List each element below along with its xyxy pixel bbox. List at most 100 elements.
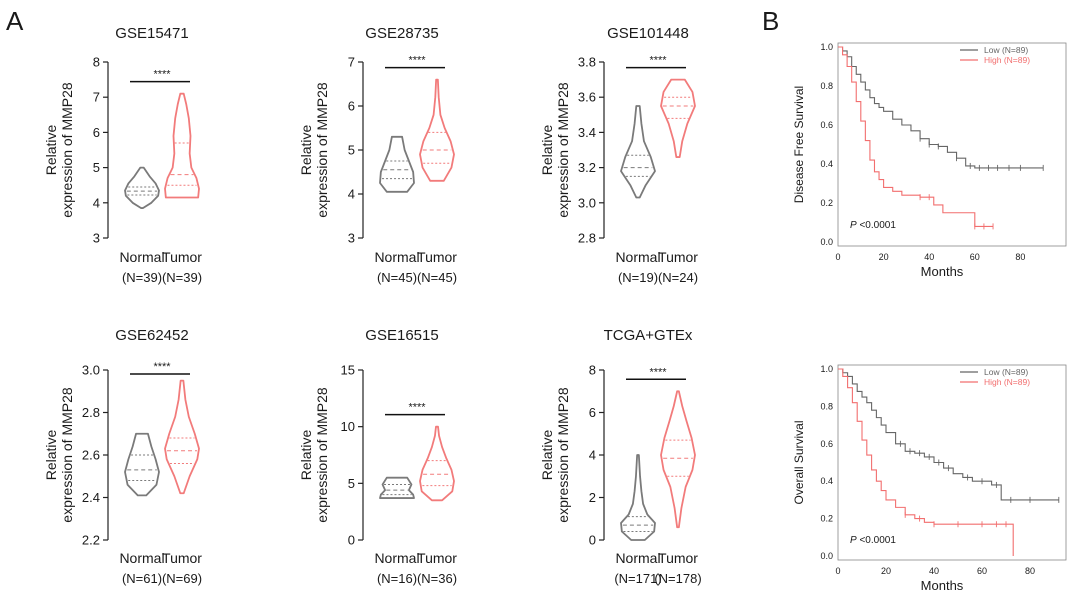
y-axis-label-line2: expression of MMP28 bbox=[59, 82, 75, 218]
x-tick-label: 60 bbox=[977, 566, 987, 576]
x-category-label: Tumor bbox=[658, 249, 698, 265]
km-curve-low bbox=[838, 368, 1059, 501]
y-tick-label: 4 bbox=[348, 187, 355, 202]
y-tick-label: 0.6 bbox=[820, 439, 833, 449]
x-category-label: Tumor bbox=[162, 550, 202, 566]
x-tick-label: 20 bbox=[879, 252, 889, 262]
violin-normal bbox=[379, 135, 415, 193]
x-category-label: Tumor bbox=[162, 249, 202, 265]
y-axis-label-line2: expression of MMP28 bbox=[555, 82, 571, 218]
x-category-label: Normal bbox=[374, 249, 419, 265]
p-value-annotation: P <0.0001 bbox=[850, 535, 896, 546]
y-tick-label: 3.6 bbox=[578, 90, 596, 105]
violin-chart-4: GSE62452 2.2 2.4 2.6 2.8 3.0 Relative expressio… bbox=[43, 327, 202, 586]
chart-title: TCGA+GTEx bbox=[604, 327, 693, 344]
violin-normal bbox=[379, 476, 415, 499]
x-category-n-label: (N=69) bbox=[162, 571, 202, 586]
y-tick-label: 0.8 bbox=[820, 401, 833, 411]
significance-stars: **** bbox=[408, 402, 426, 414]
p-value-text: <0.0001 bbox=[857, 220, 897, 231]
legend-label: High (N=89) bbox=[984, 377, 1030, 387]
y-tick-label: 0.0 bbox=[820, 237, 833, 247]
y-tick-label: 0 bbox=[589, 533, 596, 548]
y-tick-label: 3 bbox=[93, 231, 100, 246]
y-tick-label: 1.0 bbox=[820, 42, 833, 52]
x-tick-label: 40 bbox=[924, 252, 934, 262]
violin-chart-6: TCGA+GTEx 0 2 4 6 8 Relative expression of MMP2… bbox=[539, 327, 702, 586]
y-axis-label-line2: expression of MMP28 bbox=[555, 387, 571, 523]
y-tick-label: 8 bbox=[589, 363, 596, 378]
x-category-n-label: (N=45) bbox=[377, 270, 417, 285]
violin-tumor bbox=[164, 92, 200, 199]
x-category-label: Tumor bbox=[417, 550, 457, 566]
panel-label-b: B bbox=[762, 6, 780, 36]
y-tick-label: 7 bbox=[348, 55, 355, 70]
y-tick-label: 3 bbox=[348, 231, 355, 246]
y-tick-label: 3.0 bbox=[578, 195, 596, 210]
x-category-n-label: (N=39) bbox=[162, 270, 202, 285]
legend-label: High (N=89) bbox=[984, 55, 1030, 65]
chart-title: GSE16515 bbox=[365, 327, 438, 344]
y-tick-label: 5 bbox=[348, 476, 355, 491]
significance-stars: **** bbox=[649, 55, 667, 67]
km-curve-high bbox=[838, 46, 994, 227]
y-tick-label: 0 bbox=[348, 533, 355, 548]
p-value-symbol: P bbox=[850, 220, 857, 231]
violin-tumor bbox=[660, 78, 696, 158]
y-axis-label-line2: expression of MMP28 bbox=[59, 387, 75, 523]
chart-title: GSE62452 bbox=[115, 327, 188, 344]
y-tick-label: 3.4 bbox=[578, 125, 596, 140]
y-axis-label-line1: Relative bbox=[539, 125, 555, 176]
violin-normal bbox=[620, 105, 656, 199]
y-tick-label: 4 bbox=[589, 448, 596, 463]
y-tick-label: 0.2 bbox=[820, 514, 833, 524]
p-value-text: <0.0001 bbox=[857, 535, 897, 546]
y-tick-label: 7 bbox=[93, 90, 100, 105]
y-tick-label: 4 bbox=[93, 195, 100, 210]
km-os-chart: 0.0 0.2 0.4 0.6 0.8 1.0 0 20 40 60 80 Months Overall… bbox=[792, 364, 1067, 593]
km-curve-low bbox=[838, 46, 1044, 169]
y-tick-label: 2.6 bbox=[82, 448, 100, 463]
y-tick-label: 6 bbox=[93, 125, 100, 140]
x-category-n-label: (N=171) bbox=[614, 571, 661, 586]
x-category-label: Tumor bbox=[658, 550, 698, 566]
x-tick-label: 0 bbox=[835, 566, 840, 576]
y-tick-label: 2.8 bbox=[578, 231, 596, 246]
violin-tumor bbox=[419, 425, 455, 502]
x-category-label: Normal bbox=[119, 550, 164, 566]
x-category-n-label: (N=19) bbox=[618, 270, 658, 285]
p-value-symbol: P bbox=[850, 535, 857, 546]
significance-stars: **** bbox=[649, 366, 667, 378]
y-axis-label-line2: expression of MMP28 bbox=[314, 82, 330, 218]
y-tick-label: 3.8 bbox=[578, 55, 596, 70]
significance-stars: **** bbox=[153, 69, 171, 81]
significance-stars: **** bbox=[408, 55, 426, 67]
chart-title: GSE101448 bbox=[607, 25, 689, 42]
violin-chart-2: GSE28735 3 4 5 6 7 Relative expression of MMP28… bbox=[298, 25, 457, 285]
y-tick-label: 2.4 bbox=[82, 490, 100, 505]
y-tick-label: 2 bbox=[589, 490, 596, 505]
y-tick-label: 0.2 bbox=[820, 198, 833, 208]
legend-label: Low (N=89) bbox=[984, 45, 1028, 55]
y-axis-label-line1: Relative bbox=[539, 430, 555, 481]
violin-tumor bbox=[419, 78, 455, 182]
y-tick-label: 3.2 bbox=[578, 160, 596, 175]
legend-label: Low (N=89) bbox=[984, 367, 1028, 377]
violin-tumor bbox=[164, 379, 200, 495]
y-tick-label: 5 bbox=[93, 160, 100, 175]
violin-normal bbox=[124, 432, 160, 497]
x-tick-label: 20 bbox=[881, 566, 891, 576]
x-category-label: Normal bbox=[374, 550, 419, 566]
y-tick-label: 1.0 bbox=[820, 364, 833, 374]
y-tick-label: 6 bbox=[589, 405, 596, 420]
violin-chart-1: GSE15471 3 4 5 6 7 8 Relative expression of MMP2… bbox=[43, 25, 202, 285]
x-category-label: Normal bbox=[119, 249, 164, 265]
y-tick-label: 2.8 bbox=[82, 405, 100, 420]
y-axis-label-line1: Relative bbox=[43, 125, 59, 176]
x-tick-label: 0 bbox=[835, 252, 840, 262]
km-dfs-chart: 0.0 0.2 0.4 0.6 0.8 1.0 0 20 40 60 80 Months Disease… bbox=[792, 42, 1067, 279]
y-tick-label: 0.4 bbox=[820, 476, 833, 486]
p-value-annotation: P <0.0001 bbox=[850, 220, 896, 231]
violin-normal bbox=[620, 454, 656, 541]
